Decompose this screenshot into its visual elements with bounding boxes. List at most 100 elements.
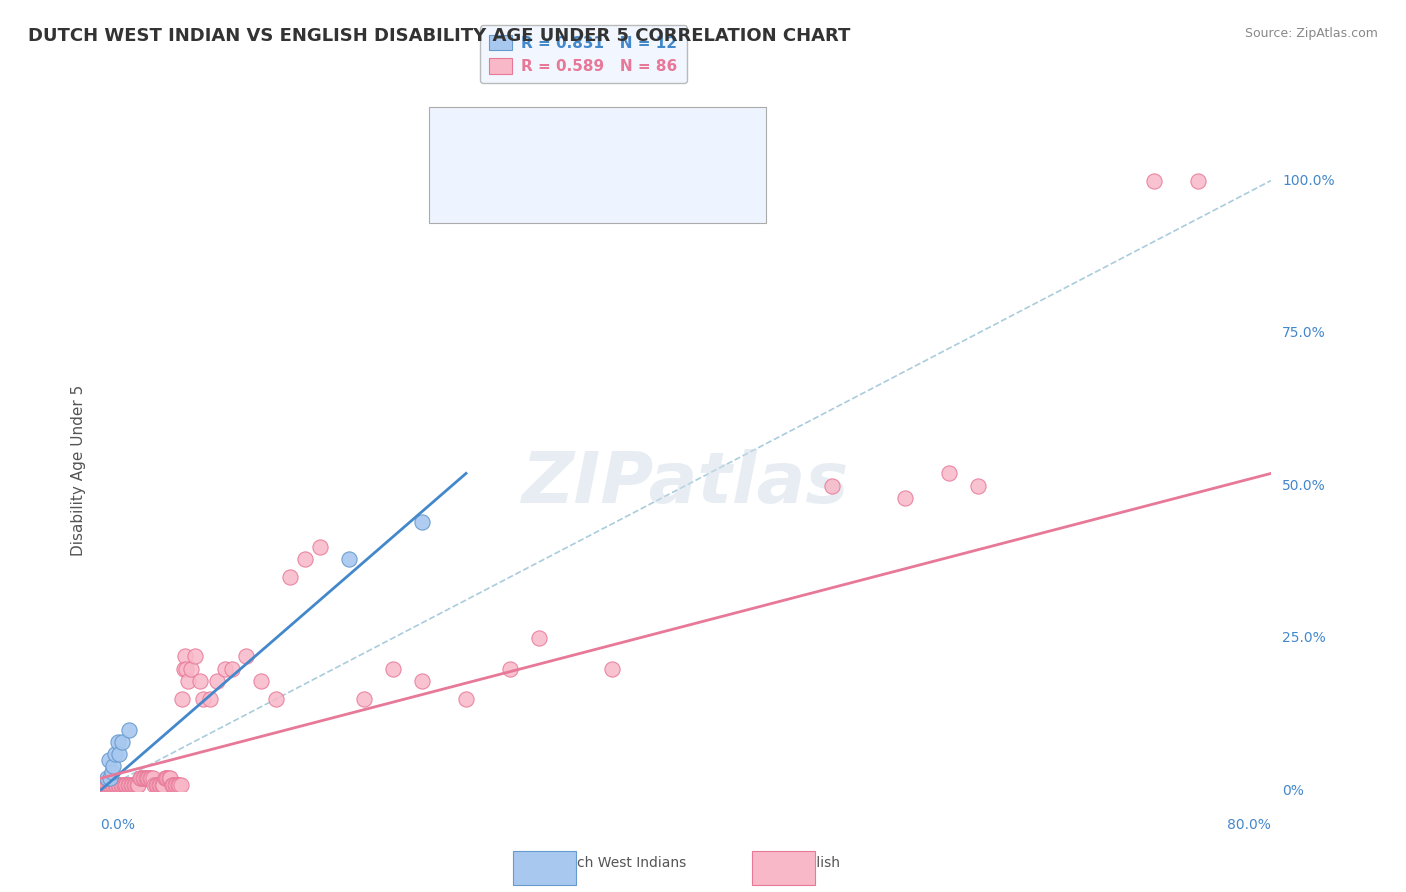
Point	[107, 735, 129, 749]
Point	[169, 778, 191, 792]
Point	[141, 772, 163, 786]
Text: 75.0%: 75.0%	[1282, 326, 1326, 340]
Point	[129, 772, 152, 786]
Point	[938, 467, 960, 481]
Point	[104, 747, 127, 761]
Point	[150, 778, 173, 792]
Point	[118, 778, 141, 792]
Point	[136, 772, 159, 786]
Point	[105, 778, 128, 792]
Point	[111, 778, 134, 792]
Point	[94, 778, 117, 792]
Point	[97, 778, 120, 792]
Point	[114, 778, 136, 792]
Point	[101, 765, 124, 780]
Point	[221, 662, 243, 676]
Point	[177, 673, 200, 688]
Point	[101, 778, 124, 792]
Point	[381, 662, 404, 676]
Point	[148, 778, 170, 792]
Point	[122, 778, 145, 792]
Point	[353, 692, 375, 706]
Point	[166, 778, 188, 792]
Point	[188, 673, 211, 688]
Point	[198, 692, 221, 706]
Point	[411, 515, 433, 529]
Point	[93, 778, 115, 792]
Point	[138, 772, 160, 786]
Point	[127, 778, 149, 792]
Point	[454, 692, 477, 706]
Point	[205, 673, 228, 688]
Point	[184, 649, 207, 664]
Point	[156, 772, 179, 786]
Point	[128, 772, 150, 786]
Point	[117, 778, 139, 792]
Point	[176, 662, 198, 676]
Point	[131, 772, 153, 786]
Point	[143, 778, 166, 792]
Point	[294, 551, 316, 566]
Text: 25.0%: 25.0%	[1282, 632, 1326, 645]
Point	[162, 778, 184, 792]
Point	[411, 673, 433, 688]
Point	[894, 491, 917, 505]
Point	[172, 692, 194, 706]
Point	[1143, 173, 1166, 187]
Point	[115, 778, 138, 792]
Point	[967, 478, 990, 492]
Point	[103, 778, 125, 792]
Point	[100, 772, 122, 786]
Point	[214, 662, 236, 676]
Legend: R = 0.831   N = 12, R = 0.589   N = 86: R = 0.831 N = 12, R = 0.589 N = 86	[481, 26, 686, 84]
Point	[163, 778, 186, 792]
Point	[174, 649, 197, 664]
Point	[1187, 173, 1209, 187]
Point	[149, 778, 172, 792]
Point	[108, 747, 131, 761]
Text: 100.0%: 100.0%	[1282, 174, 1334, 187]
Point	[191, 692, 214, 706]
Point	[96, 772, 118, 786]
Text: ZIPatlas: ZIPatlas	[522, 449, 849, 517]
Point	[146, 778, 169, 792]
Point	[125, 778, 148, 792]
Point	[120, 778, 142, 792]
Point	[264, 692, 287, 706]
Point	[139, 772, 162, 786]
Point	[142, 772, 165, 786]
Point	[160, 778, 183, 792]
Text: Source: ZipAtlas.com: Source: ZipAtlas.com	[1244, 27, 1378, 40]
Text: 0%: 0%	[1282, 784, 1303, 797]
Point	[250, 673, 273, 688]
Text: English: English	[790, 855, 841, 870]
Point	[97, 753, 120, 767]
Point	[529, 631, 551, 645]
Point	[180, 662, 202, 676]
Point	[167, 778, 190, 792]
Point	[104, 778, 127, 792]
Point	[111, 735, 134, 749]
Point	[152, 778, 174, 792]
Point	[112, 778, 135, 792]
Point	[602, 662, 624, 676]
Point	[124, 778, 146, 792]
Point	[132, 772, 155, 786]
Text: Dutch West Indians: Dutch West Indians	[551, 855, 686, 870]
Y-axis label: Disability Age Under 5: Disability Age Under 5	[72, 384, 86, 556]
Text: 0.0%: 0.0%	[100, 818, 135, 832]
Point	[173, 662, 195, 676]
Point	[145, 778, 167, 792]
Point	[155, 772, 177, 786]
Point	[110, 778, 132, 792]
Point	[103, 759, 125, 773]
Point	[280, 570, 302, 584]
Point	[337, 551, 360, 566]
Point	[96, 778, 118, 792]
Point	[308, 540, 330, 554]
Text: 80.0%: 80.0%	[1227, 818, 1271, 832]
Point	[157, 772, 180, 786]
Point	[153, 772, 176, 786]
Text: 50.0%: 50.0%	[1282, 479, 1326, 492]
Point	[159, 772, 181, 786]
